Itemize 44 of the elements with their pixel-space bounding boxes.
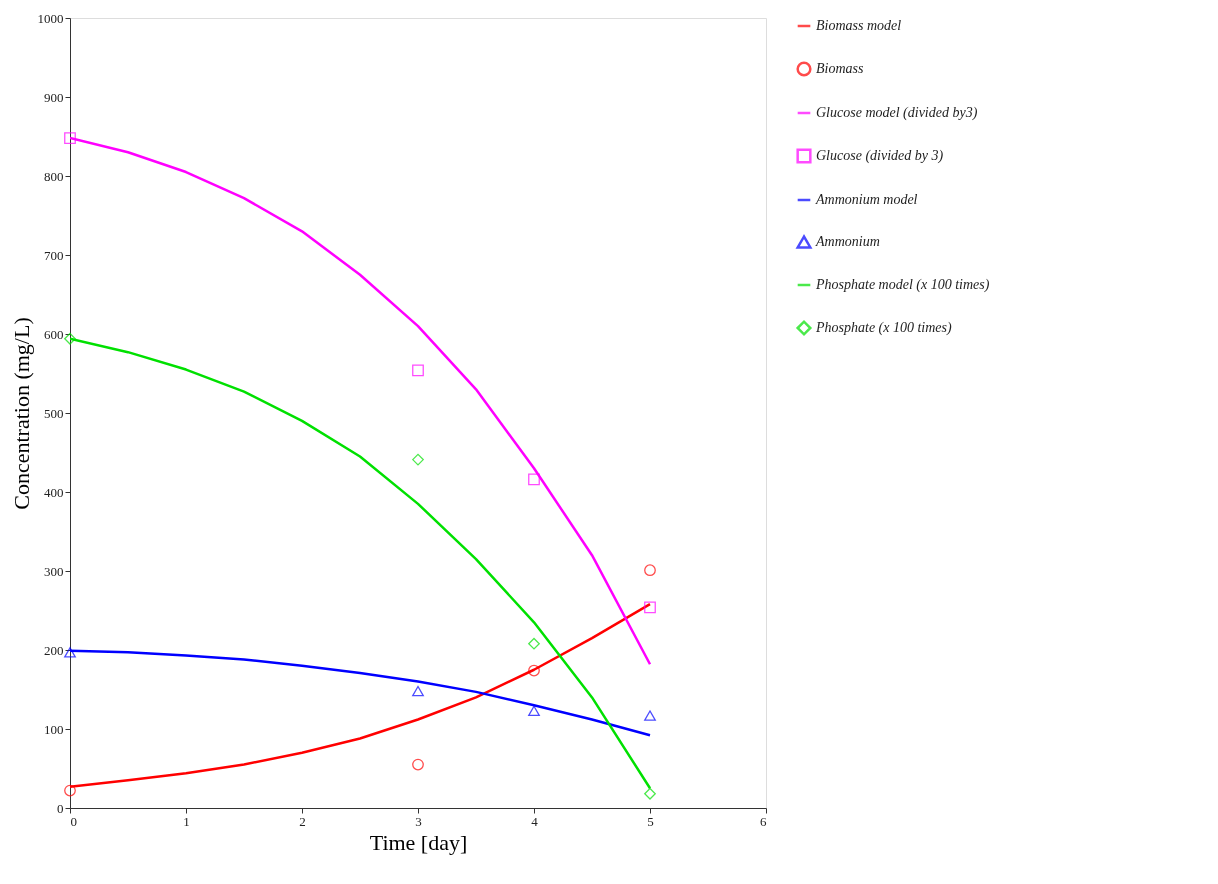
point [64, 332, 76, 345]
point [412, 758, 424, 771]
y-tick-label: 300 [44, 563, 64, 579]
x-tick-label: 5 [647, 813, 654, 829]
legend-label: Phosphate model (x 100 times) [815, 277, 990, 293]
legend-label: Ammonium model [815, 192, 918, 207]
legend-label: Glucose (divided by 3) [816, 148, 944, 164]
legend-label: Phosphate (x 100 times) [815, 320, 953, 336]
y-tick-label: 400 [44, 484, 64, 500]
y-tick-label: 900 [44, 89, 64, 105]
point [412, 685, 424, 697]
y-tick-label: 700 [44, 247, 64, 263]
point [644, 710, 656, 721]
point [644, 601, 656, 614]
legend-label: Biomass [816, 61, 864, 76]
point [528, 473, 540, 486]
y-tick-label: 600 [44, 326, 64, 342]
y-tick-label: 200 [44, 642, 64, 658]
y-axis-title: Concentration (mg/L) [8, 317, 34, 510]
point [64, 784, 76, 797]
point [644, 564, 656, 577]
point [64, 647, 76, 658]
x-tick-label: 3 [415, 813, 422, 829]
x-tick-label: 1 [183, 813, 190, 829]
point [64, 132, 76, 144]
point [528, 705, 540, 717]
point [528, 664, 540, 677]
legend-label: Biomass model [816, 18, 902, 33]
y-tick-label: 1000 [37, 10, 64, 26]
y-tick-label: 800 [44, 168, 64, 184]
legend-label: Glucose model (divided by3) [816, 105, 978, 121]
y-tick-label: 0 [57, 800, 64, 816]
y-tick-label: 100 [44, 721, 64, 737]
x-tick-label: 2 [299, 813, 306, 829]
point [528, 637, 540, 650]
y-tick-label: 500 [44, 405, 64, 421]
x-tick-label: 0 [70, 813, 77, 829]
legend-label: Ammonium [815, 234, 880, 249]
x-tick-label: 6 [760, 813, 767, 829]
point [412, 364, 424, 377]
x-axis-title: Time [day] [369, 829, 468, 855]
x-tick-label: 4 [531, 813, 539, 829]
point [644, 787, 656, 800]
point [412, 453, 424, 466]
